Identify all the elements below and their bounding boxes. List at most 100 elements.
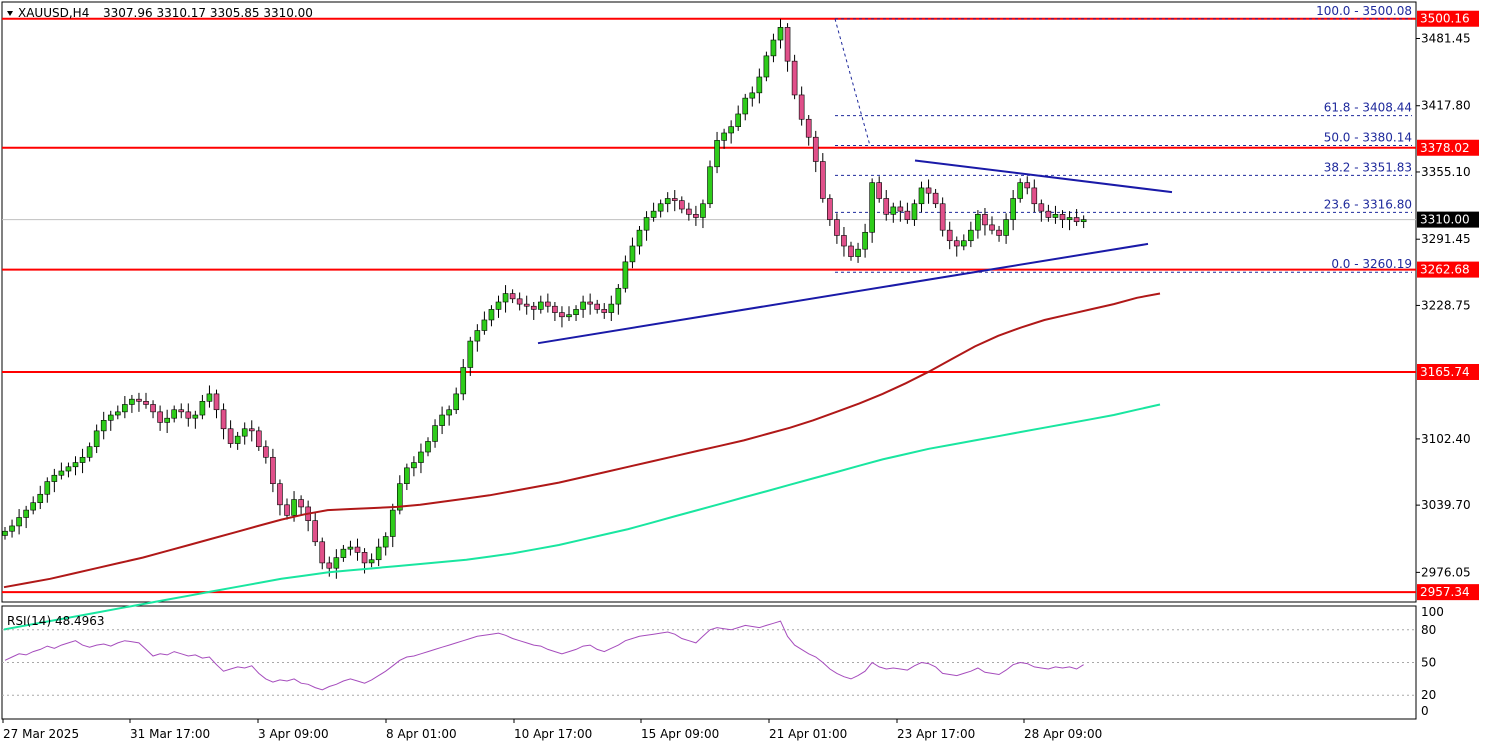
candle-body [481, 319, 488, 331]
candle-body [411, 462, 417, 469]
candle-body [474, 330, 481, 342]
candle-body [51, 474, 58, 482]
candle-body [467, 340, 474, 368]
x-tick-label-7: 23 Apr 17:00 [897, 727, 975, 741]
candle-body [375, 546, 382, 561]
candle-body [897, 206, 904, 212]
candle-body [115, 411, 121, 416]
fib-label-1: 61.8 - 3408.44 [1324, 101, 1412, 115]
candle-body [686, 208, 692, 215]
candle-body [721, 132, 727, 141]
candle-body [622, 261, 629, 289]
candle-body [848, 245, 854, 257]
level-price-0: 3500.16 [1420, 12, 1470, 26]
candle-body [777, 27, 784, 41]
candle-body [79, 456, 86, 463]
candle-body [418, 451, 424, 463]
ohlc-values: 3307.96 3310.17 3305.85 3310.00 [103, 6, 313, 20]
candle-body [326, 562, 333, 569]
y-tick-label-1: 3417.80 [1421, 99, 1471, 113]
candle-body [580, 301, 586, 310]
x-tick-label-3: 8 Apr 01:00 [386, 727, 457, 741]
candle-body [805, 118, 812, 138]
candle-body [192, 414, 199, 419]
candle-body [784, 27, 791, 62]
candle-body [312, 520, 319, 543]
candle-body [530, 305, 537, 310]
candle-body [890, 206, 897, 215]
rsi-axis-label-20: 20 [1421, 688, 1436, 702]
candle-body [657, 203, 664, 212]
candle-body [136, 398, 142, 402]
candle-body [86, 446, 93, 458]
candle-body [368, 559, 375, 564]
candle-body [453, 393, 460, 411]
candle-body [573, 309, 579, 315]
candle-body [509, 293, 516, 300]
candle-body [58, 470, 65, 476]
candle-body [735, 113, 742, 127]
candle-body [869, 182, 875, 233]
candle-body [100, 420, 107, 432]
candle-body [1073, 217, 1080, 223]
candle-body [354, 546, 361, 553]
x-tick-label-5: 15 Apr 09:00 [641, 727, 719, 741]
candle-body [552, 305, 558, 313]
candle-body [129, 398, 135, 405]
fib-label-0: 100.0 - 3500.08 [1316, 4, 1412, 18]
candle-body [199, 400, 206, 416]
candle-body [382, 536, 389, 548]
candle-body [425, 441, 431, 453]
candle-body [44, 481, 51, 495]
symbol-label: XAUUSD,H4 [18, 6, 89, 20]
candle-body [347, 546, 354, 550]
candle-body [876, 182, 883, 199]
candle-body [143, 400, 149, 405]
candle-body [185, 411, 192, 419]
level-tag-0 [1417, 10, 1479, 27]
candle-body [636, 229, 643, 247]
candle-body [615, 287, 622, 305]
x-tick-label-6: 21 Apr 01:00 [769, 727, 847, 741]
candle-body [700, 203, 706, 218]
candle-body [798, 94, 805, 120]
x-tick-label-4: 10 Apr 17:00 [514, 727, 592, 741]
candle-body [333, 557, 340, 569]
candle-body [1024, 182, 1031, 189]
candle-body [939, 203, 946, 231]
rsi-axis-label-0: 0 [1421, 704, 1429, 718]
candle-body [502, 293, 509, 303]
candle-body [559, 312, 565, 318]
candle-body [2, 530, 8, 536]
level-price-2: 3262.68 [1420, 263, 1470, 277]
candle-body [432, 425, 438, 442]
rsi-axis-label-100: 100 [1421, 605, 1444, 619]
candle-body [291, 499, 297, 516]
candle-body [319, 541, 326, 564]
candle-body [150, 404, 156, 413]
candle-body [770, 39, 777, 57]
level-tag-3 [1417, 363, 1479, 380]
rsi-label: RSI(14) 48.4963 [7, 614, 105, 628]
dropdown-triangle-icon[interactable] [7, 11, 13, 16]
candle-body [968, 229, 974, 242]
candle-body [918, 187, 925, 205]
candle-body [594, 303, 601, 310]
fib-anchor-diagonal [834, 18, 871, 146]
candle-body [178, 409, 185, 413]
candle-body [925, 187, 932, 194]
candle-body [601, 309, 608, 313]
candle-body [404, 467, 410, 484]
fib-label-5: 0.0 - 3260.19 [1331, 257, 1412, 271]
candle-body [220, 409, 227, 430]
candle-body [714, 140, 720, 168]
moving-average-fast [3, 403, 1161, 631]
fib-label-2: 50.0 - 3380.14 [1324, 131, 1412, 145]
y-tick-label-7: 2976.05 [1421, 565, 1471, 579]
main-pane [1, 1, 1417, 603]
candle-body [855, 248, 861, 257]
rsi-axis-label-80: 80 [1421, 623, 1436, 637]
candle-body [812, 136, 819, 162]
